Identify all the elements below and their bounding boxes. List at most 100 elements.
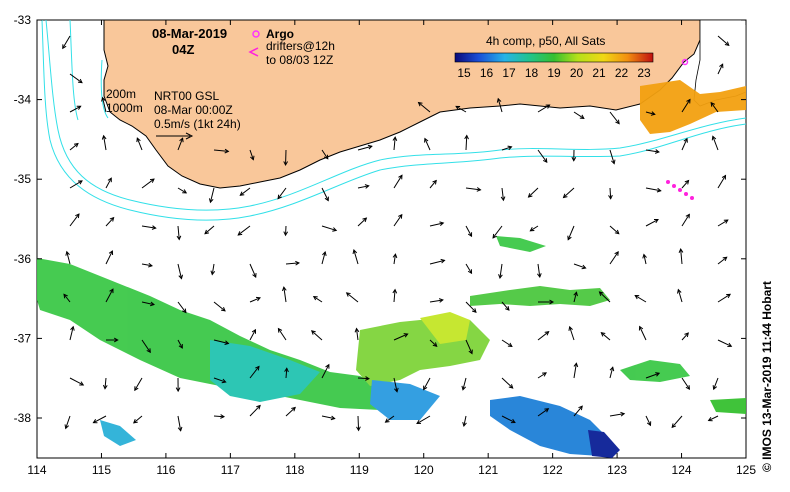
current-arrow-head — [578, 405, 583, 411]
current-arrow-head — [723, 219, 729, 224]
current-arrow-head — [719, 63, 724, 69]
current-arrow — [105, 250, 113, 265]
current-arrow-head — [507, 342, 513, 348]
current-arrow-head — [210, 270, 216, 276]
current-arrow — [213, 415, 225, 418]
current-arrow-head — [646, 421, 652, 427]
current-arrow — [321, 149, 329, 160]
current-arrow-head — [537, 273, 542, 279]
colorbar-tick-label: 17 — [502, 66, 516, 80]
current-arrow — [393, 333, 408, 341]
current-arrow-head — [384, 418, 390, 423]
current-arrow-head — [356, 426, 361, 432]
colorbar-tick-label: 15 — [457, 66, 471, 80]
current-arrow-head — [256, 404, 261, 410]
current-arrow-head — [250, 155, 255, 161]
current-arrow-head — [392, 253, 398, 259]
y-axis: -33 -34 -35 -36 -37 -38 — [14, 13, 746, 425]
current-arrow — [501, 301, 510, 311]
current-arrow-head — [283, 161, 289, 167]
isobath-200-label: 200m — [106, 87, 136, 101]
current-arrow — [465, 263, 472, 274]
current-arrow-head — [573, 362, 579, 368]
current-arrow-head — [500, 196, 506, 202]
current-arrow-head — [464, 134, 469, 140]
current-arrow-head — [710, 101, 716, 107]
current-arrow — [712, 136, 719, 151]
current-arrow-head — [615, 119, 620, 125]
current-arrow-head — [498, 274, 503, 280]
current-arrow — [573, 405, 583, 417]
drifters-to: to 08/03 12Z — [266, 53, 333, 67]
current-arrow-head — [148, 262, 153, 268]
current-arrow — [708, 415, 719, 421]
current-arrow — [462, 377, 467, 390]
current-arrow — [609, 225, 620, 235]
current-arrow-head — [394, 387, 399, 393]
current-arrow — [105, 288, 114, 303]
current-arrow — [356, 328, 359, 341]
current-arrow-head — [727, 342, 733, 348]
current-arrow — [177, 225, 180, 240]
current-arrow-head — [432, 179, 437, 185]
current-arrow-head — [677, 288, 682, 294]
current-arrow-head — [239, 191, 245, 196]
current-arrow — [609, 111, 620, 124]
current-arrow-head — [182, 189, 188, 194]
current-arrow — [537, 149, 548, 163]
current-arrow — [429, 259, 445, 265]
current-arrow — [393, 254, 396, 265]
current-arrow — [357, 377, 369, 380]
current-arrow — [177, 339, 183, 349]
current-arrow — [141, 178, 155, 189]
current-arrow — [393, 289, 396, 303]
current-arrow — [393, 377, 398, 392]
current-arrow — [717, 293, 731, 303]
current-arrow — [645, 415, 651, 426]
current-arrow-head — [432, 342, 438, 347]
current-arrow-head — [562, 193, 568, 199]
current-arrow-head — [508, 384, 514, 389]
current-arrow-head — [439, 221, 445, 227]
current-arrow — [501, 415, 516, 423]
current-arrow-head — [108, 250, 114, 256]
current-arrow — [710, 102, 719, 113]
current-arrow — [393, 137, 396, 151]
x-tick-label: 123 — [607, 463, 627, 477]
current-arrow — [105, 217, 115, 227]
current-arrow — [141, 263, 153, 267]
current-arrow-head — [251, 328, 257, 334]
x-tick-label: 117 — [221, 463, 240, 477]
current-arrow-head — [109, 216, 115, 222]
current-arrow-head — [571, 156, 577, 162]
current-arrow — [313, 296, 323, 303]
current-arrow — [645, 219, 659, 227]
current-arrow-head — [220, 414, 226, 419]
current-arrow — [465, 339, 473, 354]
current-arrow — [609, 149, 615, 164]
x-tick-label: 116 — [156, 463, 175, 477]
current-arrow-head — [417, 101, 423, 107]
current-arrow — [429, 222, 444, 227]
current-arrow — [65, 415, 71, 429]
current-arrow — [249, 405, 261, 417]
model-time: 08-Mar 00:00Z — [154, 103, 233, 117]
current-arrow — [537, 408, 549, 417]
argo-icon — [252, 30, 260, 38]
current-arrow-head — [416, 419, 422, 425]
current-arrow-head — [507, 145, 513, 151]
current-arrow-head — [685, 213, 690, 219]
current-arrow — [93, 415, 107, 424]
x-tick-label: 121 — [478, 463, 498, 477]
current-arrow — [249, 297, 261, 303]
current-arrow — [177, 301, 187, 313]
current-arrow — [537, 104, 550, 113]
current-arrow-head — [283, 231, 289, 237]
current-arrow — [357, 185, 369, 189]
current-arrow-head — [151, 225, 157, 230]
current-arrow — [599, 291, 611, 303]
current-arrow — [141, 301, 155, 306]
current-arrow — [69, 105, 81, 113]
current-arrow — [573, 111, 585, 119]
current-arrow-head — [398, 213, 403, 219]
